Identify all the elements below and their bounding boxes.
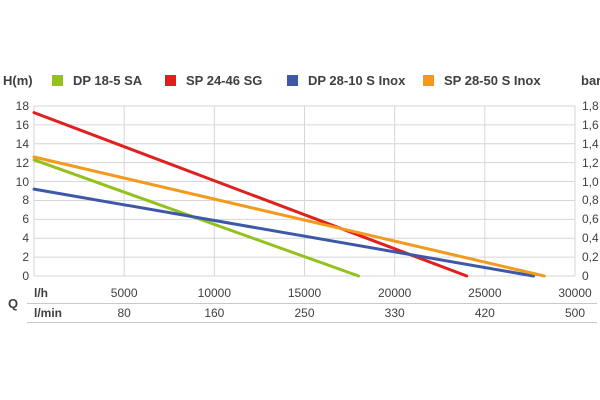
x-tick-label-lmin: 250 — [294, 306, 315, 320]
y-left-tick-label: 18 — [15, 99, 29, 113]
series-line-sp-28-50-s-inox — [32, 155, 546, 278]
legend-label: SP 28-50 S Inox — [444, 73, 541, 88]
x-tick-label-lmin: 80 — [117, 306, 131, 320]
y-left-tick-label: 10 — [15, 174, 29, 189]
y-left-tick-label: 2 — [22, 250, 29, 265]
y-left-tick-label: 0 — [22, 269, 29, 283]
x-axis-unit-lh: l/h — [34, 286, 48, 300]
x-tick-label-lmin: 330 — [384, 306, 405, 320]
y-right-tick-label: 0,4 — [582, 231, 599, 246]
legend-label: DP 18-5 SA — [73, 73, 143, 88]
x-tick-label-lh: 5000 — [110, 286, 138, 300]
y-right-tick-label: 1,2 — [582, 155, 599, 170]
legend-swatch-red — [165, 75, 176, 86]
legend: DP 18-5 SA SP 24-46 SG DP 28-10 S Inox S… — [0, 73, 600, 89]
x-tick-label-lh: 30000 — [558, 286, 592, 300]
legend-swatch-green — [52, 75, 63, 86]
axis-separator-line-top — [27, 303, 597, 304]
x-tick-label-lh: 20000 — [377, 286, 412, 300]
x-tick-label-lh: 15000 — [287, 286, 322, 300]
y-left-tick-label: 12 — [15, 155, 29, 170]
y-right-tick-label: 1,8 — [582, 99, 599, 113]
y-right-tick-label: 1,0 — [582, 174, 599, 189]
x-tick-label-lmin: 160 — [204, 306, 225, 320]
y-right-tick-label: 1,6 — [582, 117, 599, 132]
legend-label: SP 24-46 SG — [186, 73, 263, 88]
legend-swatch-orange — [423, 75, 434, 86]
y-left-tick-label: 6 — [22, 212, 29, 227]
y-right-tick-label: 1,4 — [582, 136, 599, 151]
x-tick-label-lmin: 500 — [564, 306, 586, 320]
y-left-tick-label: 14 — [15, 136, 29, 151]
y-left-axis-label: H(m) — [3, 73, 33, 88]
y-right-tick-label: 0 — [582, 269, 589, 283]
y-right-tick-label: 0,8 — [582, 193, 599, 208]
x-tick-label-lmin: 420 — [474, 306, 495, 320]
y-right-axis-label: bar — [581, 73, 600, 88]
y-right-tick-label: 0,6 — [582, 212, 599, 227]
legend-swatch-blue — [287, 75, 298, 86]
y-right-tick-label: 0,2 — [582, 250, 599, 265]
y-left-tick-label: 8 — [22, 193, 29, 208]
axis-separator-line-bottom — [27, 322, 597, 323]
y-left-tick-label: 16 — [15, 117, 29, 132]
x-axis-unit-lmin: l/min — [34, 306, 63, 320]
x-tick-label-lh: 25000 — [468, 286, 502, 300]
series-line-dp-28-10-s-inox — [32, 187, 536, 278]
q-axis-label: Q — [8, 296, 19, 311]
series-line-sp-24-46-sg — [32, 111, 469, 278]
legend-label: DP 28-10 S Inox — [308, 73, 406, 88]
x-tick-label-lh: 10000 — [197, 286, 232, 300]
y-left-tick-label: 4 — [22, 231, 29, 246]
